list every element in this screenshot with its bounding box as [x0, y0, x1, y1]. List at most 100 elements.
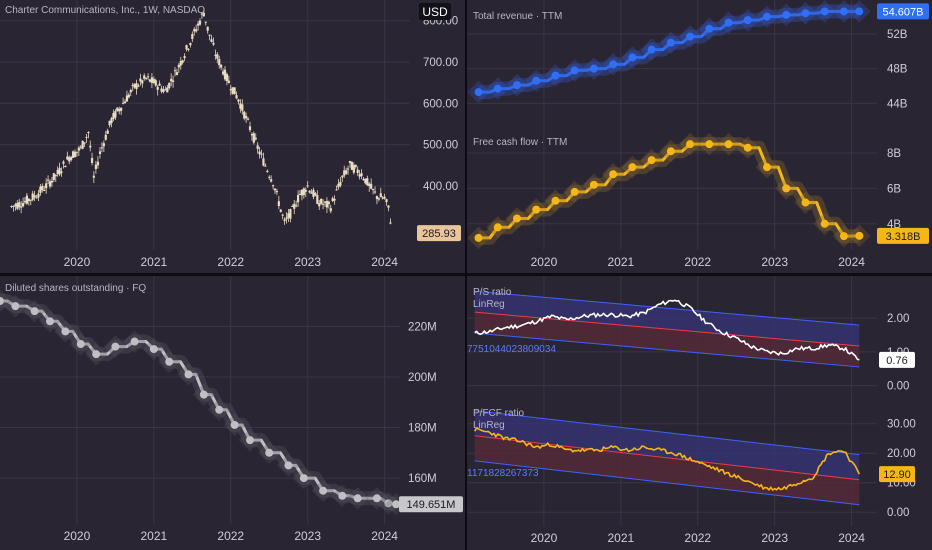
shares-point	[61, 327, 70, 336]
fcf-point	[474, 233, 483, 242]
revenue-point	[855, 7, 864, 16]
x-tick-label-2023: 2023	[761, 255, 788, 269]
candle-body	[25, 195, 29, 204]
candle-body	[143, 75, 146, 79]
candle-body	[352, 165, 355, 173]
candle-body	[154, 80, 157, 86]
candle-body	[262, 158, 265, 166]
candle-body	[156, 86, 159, 90]
candle-body	[60, 171, 63, 173]
revenue-y-tick-label: 52B	[887, 29, 908, 41]
candle-body	[314, 193, 317, 196]
ps-lower-line	[474, 332, 860, 368]
pfcf-upper-band	[474, 410, 860, 480]
candle-body	[46, 179, 50, 181]
pfcf-mid-line	[474, 435, 860, 481]
revenue-last-label: 54.607B	[883, 6, 924, 18]
candle-body	[223, 69, 227, 80]
fcf-title: Free cash flow · TTM	[473, 137, 568, 148]
x-tick-label-2022: 2022	[684, 255, 711, 269]
revenue-point	[570, 66, 579, 75]
candle-body	[221, 71, 225, 75]
horizontal-divider[interactable]	[0, 273, 932, 276]
candle-body	[312, 189, 315, 197]
candle-body	[173, 70, 177, 72]
candle-body	[250, 134, 254, 136]
candle-body	[23, 200, 27, 203]
shares-point	[111, 342, 120, 351]
shares-y-tick-label: 160M	[408, 473, 437, 485]
revenue-y-tick-label: 44B	[887, 98, 908, 110]
price-y-tick-label: 600.00	[423, 98, 458, 110]
shares-point	[149, 345, 158, 354]
candle-body	[331, 198, 334, 202]
fcf-point	[686, 140, 695, 149]
fcf-last-label-bg	[877, 227, 929, 244]
candle-body	[145, 77, 148, 79]
fcf-point	[647, 156, 656, 165]
candle-body	[323, 201, 327, 203]
fcf-point	[628, 163, 637, 172]
candle-body	[333, 198, 336, 201]
ps-upper-band	[474, 291, 860, 347]
candle-body	[258, 151, 261, 155]
x-tick-label-2024: 2024	[371, 255, 398, 269]
shares-point	[230, 420, 239, 429]
candle-body	[29, 199, 32, 201]
shares-point	[165, 357, 174, 366]
candle-body	[85, 136, 88, 138]
revenue-point	[474, 88, 483, 97]
candle-body	[266, 170, 269, 172]
candle-body	[370, 183, 373, 189]
revenue-point	[743, 16, 752, 25]
candle-body	[283, 219, 286, 222]
candle-body	[254, 137, 257, 140]
candle-body	[225, 74, 229, 82]
candle-body	[350, 161, 354, 170]
shares-point	[11, 302, 20, 311]
candle-body	[387, 205, 390, 208]
ps-line	[474, 299, 860, 361]
candle-body	[100, 147, 104, 149]
candle-body	[89, 145, 92, 148]
candle-body	[343, 170, 346, 176]
fcf-point	[743, 143, 752, 152]
candle-body	[123, 101, 127, 104]
candle-body	[66, 156, 69, 160]
shares-pane[interactable]: 2020 2021 2022 2023 2024 160M 180M 200M 220M 149.…	[0, 276, 465, 550]
candle-body	[106, 130, 109, 134]
candle-body	[364, 178, 367, 184]
candle-body	[373, 191, 377, 193]
candle-body	[71, 151, 75, 158]
candle-body	[58, 167, 61, 175]
x-tick-label-2020: 2020	[531, 531, 558, 545]
fundamentals-pane[interactable]: 2020 2021 2022 2023 2024 44B 48B 52B 4B 6B 8B 54.60…	[467, 0, 932, 273]
candle-body	[171, 80, 175, 83]
last-price-label: 285.93	[422, 228, 456, 240]
ratios-pane[interactable]: 202020212022202320240.001.002.000.0010.0…	[467, 276, 932, 550]
shares-point	[184, 370, 193, 379]
fcf-point	[570, 187, 579, 196]
candle-body	[204, 21, 207, 23]
candle-body	[141, 80, 144, 84]
x-tick-label-2023: 2023	[294, 529, 321, 543]
candle-body	[202, 12, 205, 17]
pfcf-last-label-bg	[879, 466, 915, 483]
candle-body	[87, 131, 90, 134]
fcf-point	[782, 184, 791, 193]
candle-body	[383, 196, 386, 199]
price-chart-pane[interactable]: 2020 2021 2022 2023 2024 400.00 500.00 600.00 70…	[0, 0, 465, 273]
candle-body	[137, 85, 140, 87]
fcf-point	[763, 163, 771, 172]
candle-body	[304, 189, 307, 192]
revenue-point	[647, 45, 656, 54]
candle-body	[18, 202, 21, 208]
candle-body	[77, 147, 80, 151]
candle-body	[296, 194, 300, 203]
candle-body	[191, 34, 194, 40]
candle-body	[90, 157, 94, 163]
candle-body	[354, 164, 357, 167]
candle-body	[235, 95, 238, 99]
revenue-point	[589, 64, 598, 73]
candle-body	[337, 183, 340, 188]
